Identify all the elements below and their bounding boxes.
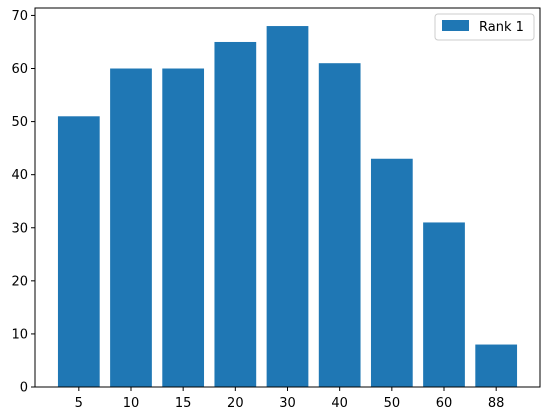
legend-label: Rank 1	[479, 20, 524, 35]
bar-50	[370, 158, 413, 387]
bar-60	[423, 222, 465, 387]
y-tick-label: 70	[11, 9, 28, 24]
x-tick-label: 50	[384, 396, 401, 411]
bar-20	[214, 41, 257, 387]
x-tick-label: 20	[227, 396, 244, 411]
x-tick-label: 60	[436, 396, 453, 411]
bar-5	[57, 116, 100, 387]
plot-frame	[34, 7, 541, 388]
x-tick-label: 30	[279, 396, 296, 411]
y-tick-label: 10	[11, 327, 28, 342]
bar-10	[110, 68, 152, 387]
y-axis: 0 10 20 30 40 50 60 70	[11, 9, 35, 396]
y-tick-label: 0	[20, 381, 28, 396]
y-tick-label: 30	[11, 221, 28, 236]
x-tick-label: 88	[488, 396, 505, 411]
y-tick-label: 50	[11, 115, 28, 130]
bar-40	[318, 63, 361, 387]
bar-88	[475, 344, 518, 387]
x-tick-label: 40	[331, 396, 348, 411]
x-axis: 5 10 15 20 30 40 50 60 88	[75, 387, 505, 411]
x-tick-label: 15	[175, 396, 192, 411]
legend-swatch	[442, 20, 469, 31]
legend: Rank 1	[434, 13, 535, 41]
bar-15	[162, 68, 205, 387]
y-tick-label: 60	[11, 62, 28, 77]
x-tick-label: 10	[123, 396, 140, 411]
bar-30	[266, 26, 309, 388]
bars-group	[57, 26, 518, 388]
y-tick-label: 40	[11, 168, 28, 183]
y-tick-label: 20	[11, 274, 28, 289]
x-tick-label: 5	[75, 396, 83, 411]
